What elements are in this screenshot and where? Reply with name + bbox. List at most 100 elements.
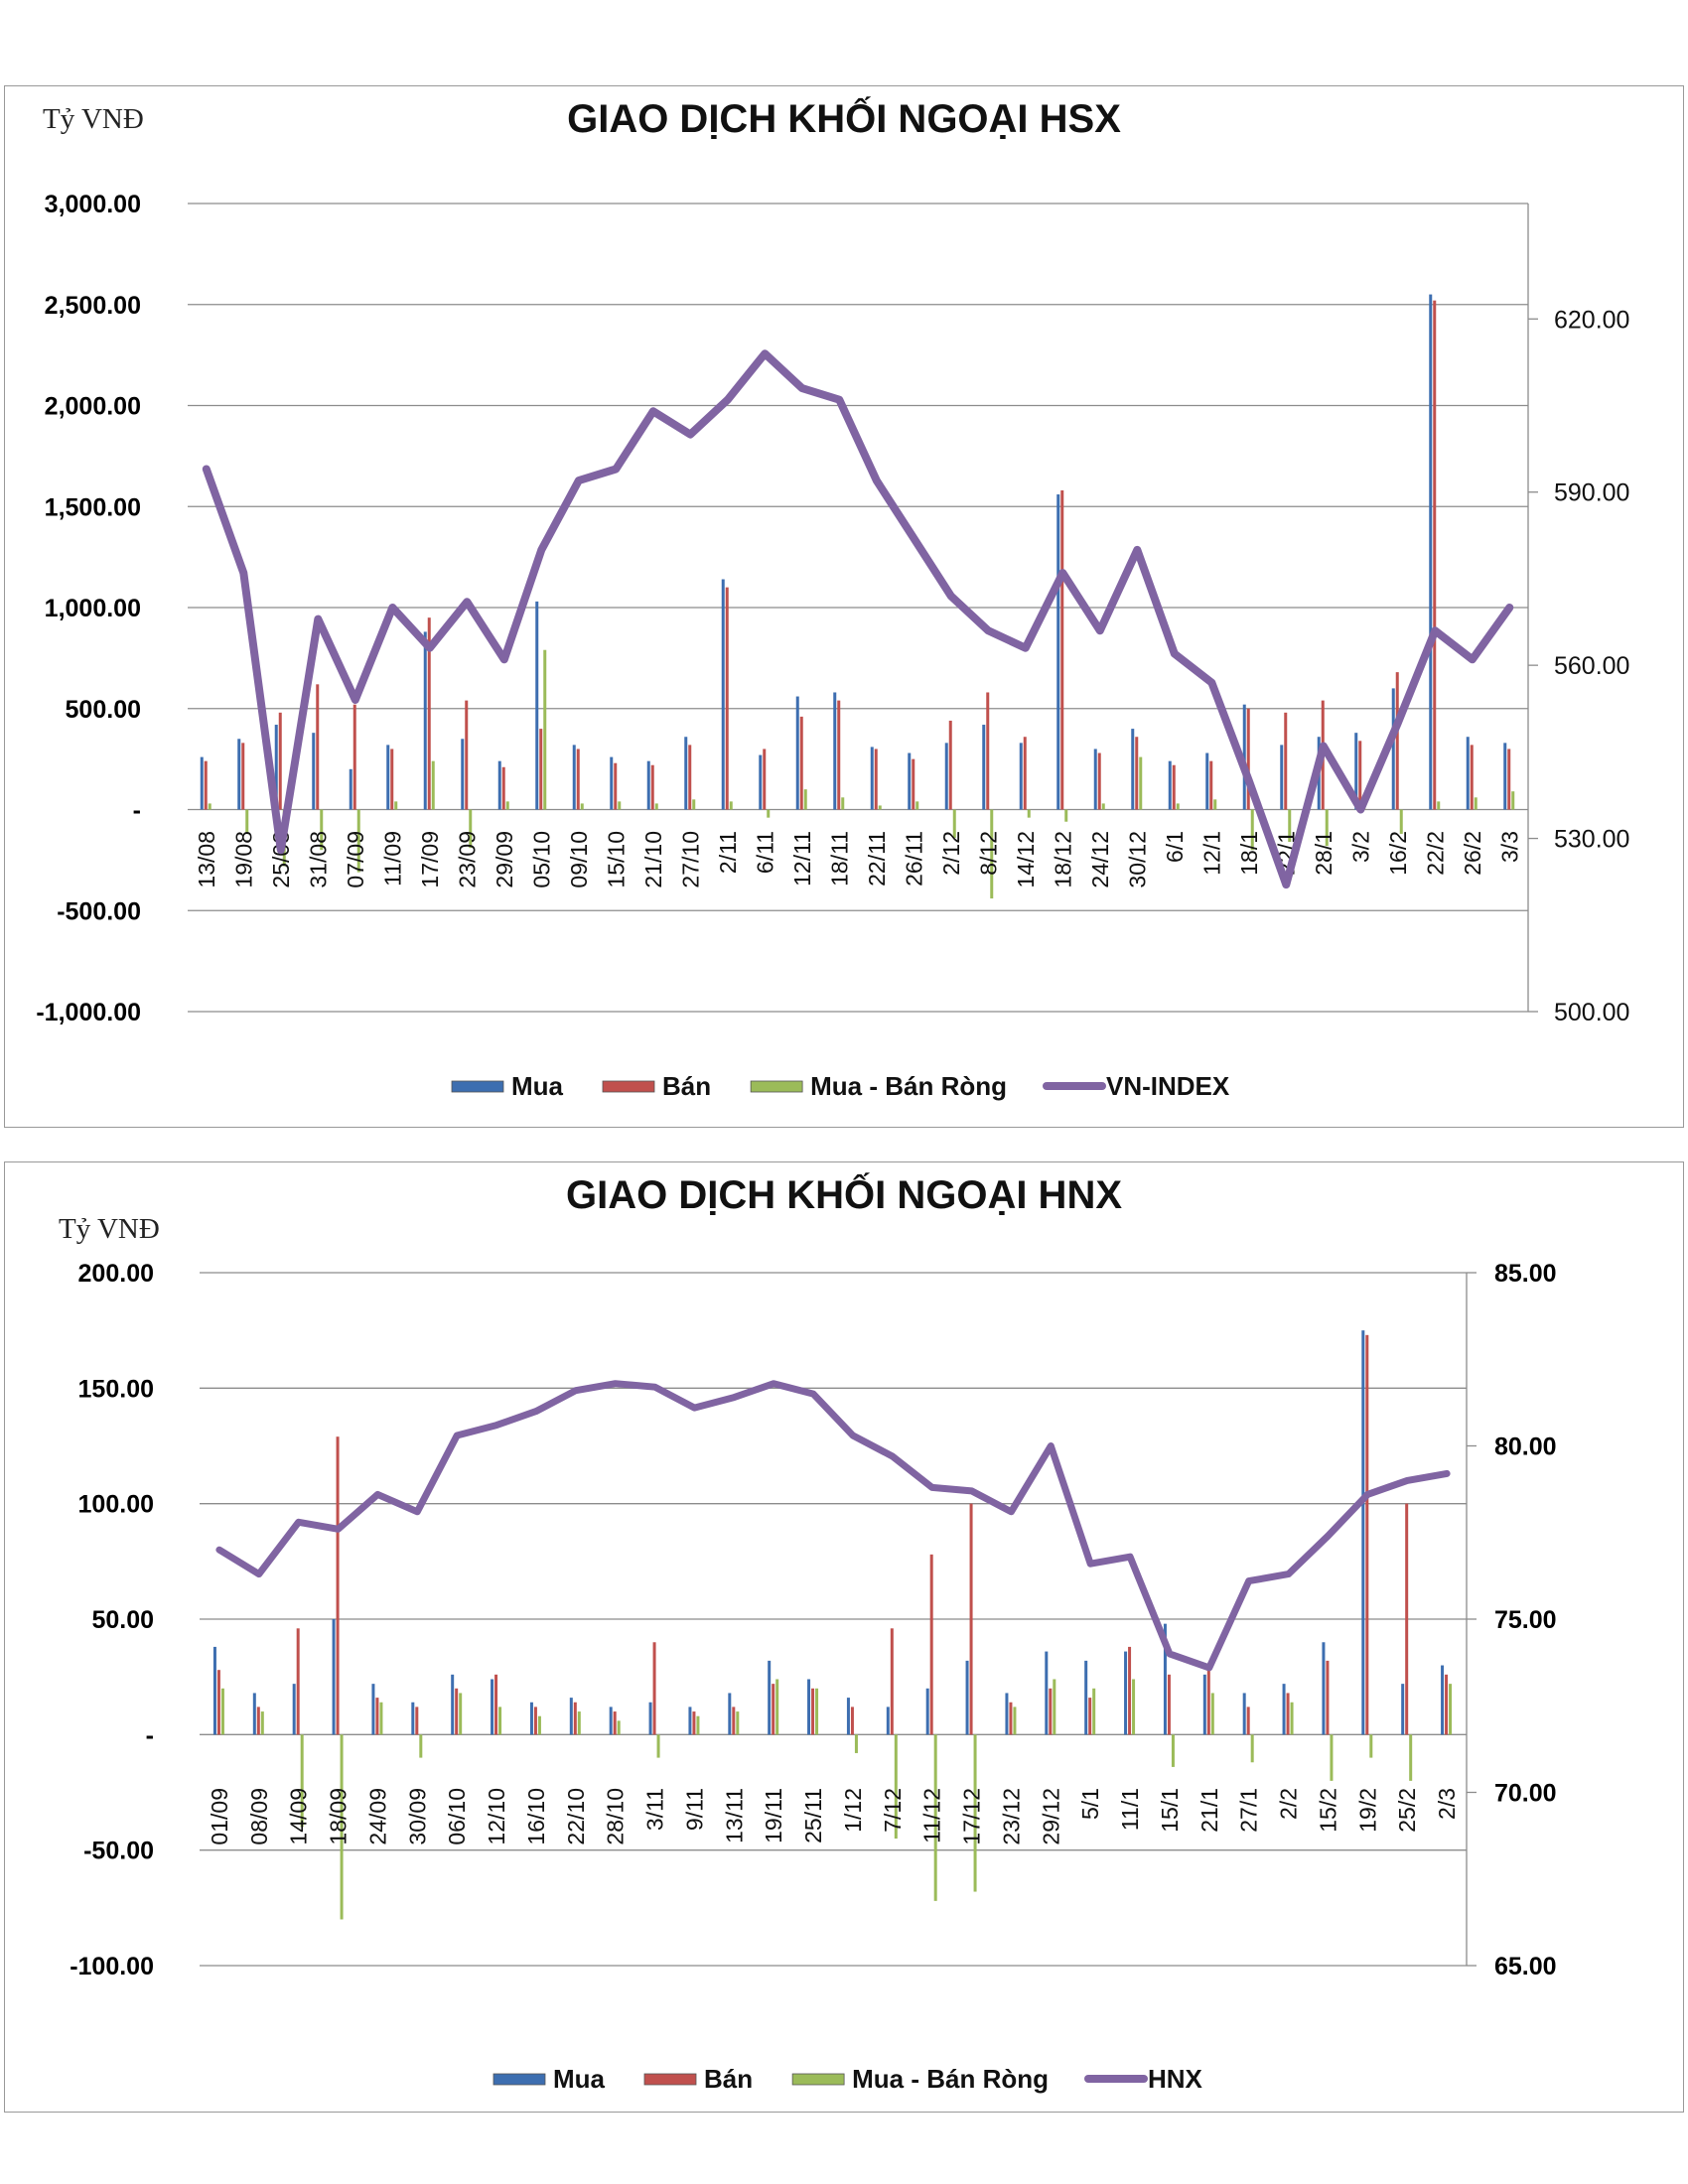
hsx-x-tick-label: 18/11: [826, 831, 852, 887]
hsx-x-tick-label: 3/2: [1347, 831, 1373, 863]
hsx-x-tick-label: 19/08: [230, 831, 256, 888]
hnx-x-tick-label: 01/09: [207, 1788, 232, 1845]
hsx-bar-mua: [1131, 729, 1135, 810]
hsx-y-tick-label: 2,500.00: [45, 292, 141, 320]
hnx-x-tick-label: 11/1: [1117, 1788, 1143, 1831]
hnx-bar-mua: [411, 1702, 415, 1735]
hnx-bar-mua: [846, 1698, 850, 1735]
hsx-bar-mua: [944, 743, 948, 810]
hnx-x-tick-label: 06/10: [444, 1788, 470, 1845]
hnx-x-tick-label: 08/09: [246, 1788, 272, 1845]
hsx-bar-mua: [461, 739, 465, 810]
hsx-bar-mua: [759, 754, 763, 810]
hnx-bar-b-n: [732, 1706, 736, 1735]
hnx-bar-b-n: [890, 1628, 894, 1735]
hsx-bar-b-n: [874, 749, 878, 810]
hsx-bar-mua: [646, 760, 650, 810]
hsx-bar-mua-b-n-r-ng: [505, 801, 509, 810]
hsx-bar-mua-b-n-r-ng: [841, 797, 845, 810]
hnx-legend-item: Mua: [492, 2064, 606, 2094]
hnx-x-tick-label: 5/1: [1077, 1788, 1103, 1820]
hsx-bar-mua: [1019, 743, 1023, 810]
hsx-bar-mua: [982, 725, 986, 810]
hsx-bar-mua: [1503, 743, 1507, 810]
hsx-y2-tick-label: 560.00: [1554, 652, 1629, 680]
hsx-y-unit-label: Tỷ VNĐ: [43, 103, 144, 135]
hsx-bar-mua: [1168, 760, 1172, 810]
hnx-bar-mua: [807, 1679, 811, 1735]
hsx-bar-mua-b-n-r-ng: [1213, 799, 1217, 810]
hnx-chart-panel: GIAO DỊCH KHỐI NGOẠI HNX Tỷ VNĐ 200.00 150.…: [4, 1161, 1684, 2113]
hsx-legend-item: Mua - Bán Ròng: [750, 1071, 1007, 1101]
hnx-x-tick-label: 13/11: [721, 1788, 747, 1843]
hsx-legend-label: Bán: [662, 1071, 711, 1101]
hsx-bar-mua-b-n-r-ng: [1064, 809, 1068, 822]
hnx-bar-mua: [1242, 1693, 1246, 1735]
hsx-bar-mua-b-n-r-ng: [543, 649, 547, 810]
hnx-x-tick-label: 19/2: [1354, 1788, 1380, 1833]
hnx-bar-b-n: [494, 1674, 498, 1735]
hsx-bar-mua-b-n-r-ng: [1511, 791, 1515, 810]
hnx-bar-mua-b-n-r-ng: [379, 1702, 383, 1735]
hnx-y2-tick-label: 70.00: [1494, 1780, 1557, 1808]
hnx-bar-b-n: [1049, 1688, 1053, 1735]
hsx-bar-mua-b-n-r-ng: [469, 809, 473, 849]
hnx-bar-mua: [965, 1660, 969, 1735]
hsx-bar-mua: [200, 756, 204, 810]
hsx-bar-mua-b-n-r-ng: [692, 799, 696, 810]
hnx-bar-mua-b-n-r-ng: [1290, 1702, 1294, 1735]
hsx-x-tick-label: 05/10: [528, 831, 554, 888]
hnx-bar-mua: [1124, 1651, 1128, 1735]
hnx-bar-mua: [292, 1684, 296, 1735]
hnx-x-tick-label: 14/09: [286, 1788, 312, 1845]
hsx-bar-b-n: [1284, 712, 1288, 810]
hsx-x-tick-label: 21/10: [640, 831, 666, 888]
hnx-bar-mua: [1322, 1642, 1326, 1735]
hsx-x-tick-label: 24/12: [1087, 831, 1113, 888]
hsx-chart-title: GIAO DỊCH KHỐI NGOẠI HSX: [567, 95, 1121, 141]
hnx-x-tick-label: 22/10: [563, 1788, 589, 1845]
hsx-bar-mua: [721, 579, 725, 810]
hnx-bar-mua-b-n-r-ng: [1330, 1734, 1334, 1781]
hsx-bar-mua: [1466, 737, 1470, 810]
hsx-bar-mua-b-n-r-ng: [952, 809, 956, 838]
hnx-bar-mua-b-n-r-ng: [1132, 1679, 1136, 1735]
hsx-bar-b-n: [1097, 752, 1101, 810]
hsx-bar-b-n: [986, 692, 990, 810]
hnx-bar-mua: [925, 1688, 929, 1735]
hsx-bar-mua: [1429, 294, 1433, 810]
hnx-y-tick-label: 100.00: [78, 1491, 154, 1519]
hnx-legend-swatch: [643, 2073, 697, 2086]
hsx-x-tick-label: 8/12: [975, 831, 1001, 876]
hsx-bar-mua: [610, 756, 614, 810]
hnx-x-tick-label: 11/12: [919, 1788, 945, 1843]
hnx-bar-mua-b-n-r-ng: [933, 1734, 937, 1901]
hsx-bar-mua: [1242, 704, 1246, 810]
hsx-bar-mua: [349, 768, 352, 810]
hnx-bar-b-n: [929, 1554, 933, 1735]
hnx-bar-mua: [529, 1702, 533, 1735]
hnx-bar-mua-b-n-r-ng: [617, 1720, 621, 1735]
hsx-y2-tick-label: 500.00: [1554, 999, 1629, 1026]
hnx-bar-mua-b-n-r-ng: [1409, 1734, 1413, 1781]
hsx-y-tick-label: 1,000.00: [45, 595, 141, 622]
hsx-bar-mua: [1280, 745, 1284, 810]
hnx-x-tick-label: 27/1: [1236, 1788, 1262, 1833]
hsx-index-line: [202, 349, 1514, 889]
hsx-bar-mua-b-n-r-ng: [729, 801, 733, 810]
hsx-bar-mua-b-n-r-ng: [767, 809, 771, 818]
hsx-bar-mua-b-n-r-ng: [1474, 797, 1477, 810]
hnx-x-tick-label: 2/2: [1276, 1788, 1302, 1820]
hsx-bar-b-n: [948, 720, 952, 810]
hnx-bar-b-n: [692, 1711, 696, 1735]
hsx-legend-swatch: [602, 1080, 655, 1093]
hsx-bar-b-n: [650, 764, 654, 810]
hsx-x-tick-label: 22/11: [864, 831, 890, 887]
hnx-bar-mua: [609, 1706, 613, 1735]
hnx-x-tick-label: 9/11: [681, 1788, 707, 1831]
hnx-bar-b-n: [772, 1684, 775, 1735]
hsx-x-tick-label: 09/10: [566, 831, 592, 888]
hsx-x-tick-label: 18/1: [1236, 831, 1262, 876]
hnx-x-tick-label: 28/10: [603, 1788, 629, 1845]
hnx-bar-mua-b-n-r-ng: [894, 1734, 898, 1840]
